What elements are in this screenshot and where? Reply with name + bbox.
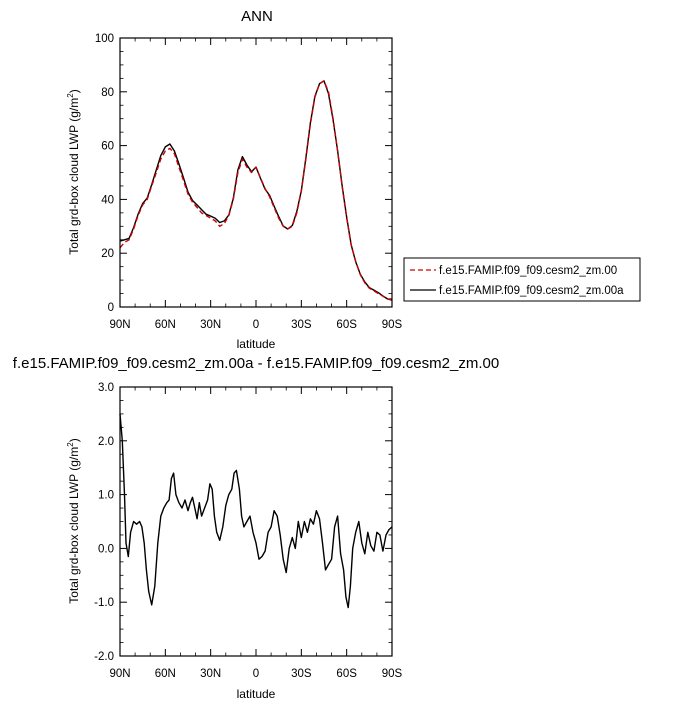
x-tick-label: 30N (200, 668, 221, 680)
y-tick-label: 3.0 (98, 382, 114, 394)
top-y-axis-label-superscript: 2 (66, 93, 75, 98)
top-plot-frame (119, 37, 393, 308)
x-tick-label: 90N (109, 319, 130, 331)
series-line-1 (119, 80, 393, 301)
top-y-axis-label: Total grd-box cloud LWP (g/m2) (66, 89, 81, 254)
top-tick-marks (119, 37, 393, 308)
bottom-series-group (119, 413, 393, 609)
x-tick-label: 60N (155, 668, 176, 680)
top-line-chart: ANN 0 20 40 60 80 100 90N 60N 30N 0 30S 60S 90S lat… (66, 8, 641, 351)
x-tick-label: 30S (291, 319, 312, 331)
top-series-group (119, 80, 393, 301)
series-line-2 (119, 80, 393, 300)
top-y-axis-label-close: ) (67, 89, 81, 93)
x-tick-label: 0 (253, 668, 259, 680)
x-tick-label: 0 (253, 319, 259, 331)
top-y-tick-labels: 0 20 40 60 80 100 (95, 33, 114, 314)
bottom-difference-chart: f.e15.FAMIP.f09_f09.cesm2_zm.00a - f.e15… (13, 355, 499, 701)
top-x-tick-labels: 90N 60N 30N 0 30S 60S 90S (109, 319, 402, 331)
bottom-y-axis-label-text: Total grd-box cloud LWP (g/m (67, 447, 81, 604)
legend-box (403, 257, 641, 302)
x-tick-label: 60S (336, 668, 357, 680)
bottom-x-tick-labels: 90N 60N 30N 0 30S 60S 90S (109, 668, 402, 680)
bottom-y-axis-label: Total grd-box cloud LWP (g/m2) (66, 438, 81, 603)
bottom-y-axis-label-superscript: 2 (66, 442, 75, 447)
legend-label-series-2: f.e15.FAMIP.f09_f09.cesm2_zm.00a (439, 285, 624, 297)
bottom-y-axis-label-close: ) (67, 438, 81, 442)
top-x-axis-label: latitude (237, 337, 276, 351)
y-tick-label: 1.0 (98, 490, 114, 502)
y-tick-label: 0 (108, 302, 114, 314)
top-chart-title: ANN (241, 8, 273, 25)
y-tick-label: 20 (101, 248, 114, 260)
y-tick-label: 40 (101, 194, 114, 206)
bottom-x-axis-label: latitude (237, 687, 276, 701)
top-y-axis-label-text: Total grd-box cloud LWP (g/m (67, 98, 81, 255)
x-tick-label: 90S (382, 668, 403, 680)
y-tick-label: 2.0 (98, 436, 114, 448)
x-tick-label: 90N (109, 668, 130, 680)
y-tick-label: 100 (95, 33, 114, 45)
bottom-plot-frame (119, 386, 393, 657)
x-tick-label: 60S (336, 319, 357, 331)
y-tick-label: 0.0 (98, 543, 114, 555)
series-line-1 (119, 413, 393, 609)
bottom-chart-title: f.e15.FAMIP.f09_f09.cesm2_zm.00a - f.e15… (13, 355, 499, 372)
y-tick-label: -2.0 (94, 651, 114, 663)
y-tick-label: 60 (101, 141, 114, 153)
x-tick-label: 90S (382, 319, 403, 331)
chart-legend: f.e15.FAMIP.f09_f09.cesm2_zm.00 f.e15.FA… (403, 257, 641, 302)
x-tick-label: 30N (200, 319, 221, 331)
x-tick-label: 30S (291, 668, 312, 680)
bottom-y-tick-labels: -2.0 -1.0 0.0 1.0 2.0 3.0 (94, 382, 114, 663)
y-tick-label: 80 (101, 87, 114, 99)
y-tick-label: -1.0 (94, 597, 114, 609)
x-tick-label: 60N (155, 319, 176, 331)
legend-label-series-1: f.e15.FAMIP.f09_f09.cesm2_zm.00 (439, 265, 617, 277)
